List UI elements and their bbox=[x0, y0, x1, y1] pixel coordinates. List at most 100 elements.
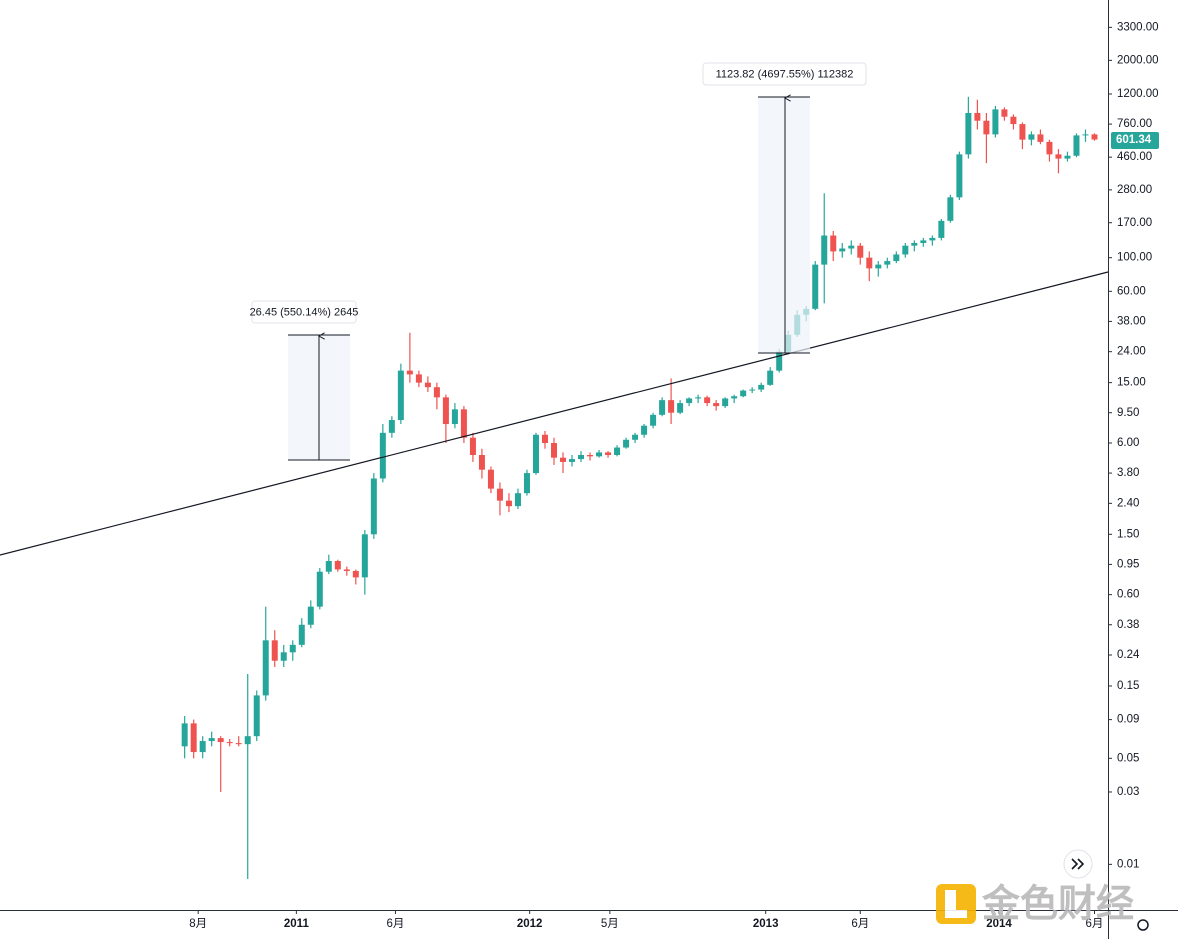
candle-body bbox=[668, 400, 675, 413]
candle-body bbox=[650, 414, 657, 426]
candle-body bbox=[424, 382, 431, 388]
y-tick-label: 15.00 bbox=[1117, 377, 1146, 389]
x-axis: 8月 2011 6月 2012 5月 2013 6月 2014 6月 bbox=[189, 910, 1103, 930]
candle-body bbox=[1046, 141, 1053, 155]
candle-body bbox=[1010, 116, 1017, 125]
candle-body bbox=[695, 397, 702, 399]
x-tick-label: 6月 bbox=[387, 918, 405, 930]
y-tick-label: 60.00 bbox=[1117, 285, 1146, 297]
candle-body bbox=[920, 240, 927, 243]
candle-body bbox=[758, 384, 765, 390]
candle-body bbox=[578, 455, 585, 460]
candle-body bbox=[767, 370, 774, 385]
candle-body bbox=[442, 397, 449, 425]
y-tick-label: 2000.00 bbox=[1117, 54, 1159, 66]
candle-body bbox=[866, 257, 873, 269]
y-tick-label: 1200.00 bbox=[1117, 88, 1159, 100]
y-tick-label: 0.09 bbox=[1117, 714, 1139, 726]
candle-body bbox=[830, 235, 837, 252]
y-tick-label: 3300.00 bbox=[1117, 21, 1159, 33]
y-tick-label: 0.01 bbox=[1117, 858, 1139, 870]
candle-body bbox=[875, 264, 882, 269]
last-price: 601.34 bbox=[1116, 134, 1152, 146]
candle-body bbox=[1028, 134, 1035, 140]
candle-body bbox=[641, 425, 648, 435]
y-tick-label: 3.80 bbox=[1117, 467, 1139, 479]
candle-body bbox=[812, 264, 819, 309]
y-tick-label: 6.00 bbox=[1117, 437, 1139, 449]
candle-body bbox=[406, 370, 413, 375]
candle-body bbox=[262, 640, 269, 696]
candle-body bbox=[893, 254, 900, 262]
candle-body bbox=[713, 403, 720, 407]
candle-body bbox=[1019, 124, 1026, 140]
candle-body bbox=[740, 390, 747, 397]
candle-body bbox=[938, 220, 945, 238]
candle-body bbox=[298, 624, 305, 645]
candle-body bbox=[433, 387, 440, 398]
watermark: 金色财经 bbox=[936, 882, 1134, 926]
candle-body bbox=[884, 261, 891, 265]
candle-body bbox=[965, 112, 972, 155]
watermark-logo-bar bbox=[956, 884, 967, 910]
candle-body bbox=[587, 455, 594, 457]
candle-body bbox=[496, 488, 503, 501]
x-tick-label: 6月 bbox=[851, 918, 869, 930]
x-tick-label: 2014 bbox=[986, 918, 1012, 930]
candle-body bbox=[253, 695, 260, 737]
candle-body bbox=[1055, 154, 1062, 159]
candle-body bbox=[523, 473, 530, 494]
candle-body bbox=[361, 534, 368, 578]
candle-body bbox=[821, 235, 828, 265]
measure-label: 26.45 (550.14%) 2645 bbox=[250, 306, 359, 318]
y-tick-label: 170.00 bbox=[1117, 217, 1152, 229]
y-tick-label: 1.50 bbox=[1117, 528, 1139, 540]
candle-body bbox=[902, 245, 909, 255]
candle-body bbox=[839, 248, 846, 252]
candle-body bbox=[722, 398, 729, 407]
candle-body bbox=[686, 398, 693, 404]
candle-body bbox=[451, 409, 458, 425]
measure-box bbox=[758, 97, 810, 353]
candle-body bbox=[460, 409, 467, 438]
measure-label: 1123.82 (4697.55%) 112382 bbox=[716, 68, 854, 80]
y-tick-label: 0.03 bbox=[1117, 786, 1139, 798]
candle-body bbox=[478, 455, 485, 470]
candle-body bbox=[181, 723, 188, 747]
candle-body bbox=[614, 447, 621, 455]
candle-body bbox=[659, 400, 666, 415]
x-tick-label: 8月 bbox=[189, 918, 207, 930]
candle-body bbox=[1082, 134, 1089, 136]
candle-body bbox=[541, 434, 548, 443]
y-tick-label: 0.95 bbox=[1117, 558, 1139, 570]
candle-body bbox=[316, 571, 323, 607]
candle-body bbox=[974, 112, 981, 121]
candle-body bbox=[325, 561, 332, 572]
candle-body bbox=[235, 743, 242, 745]
watermark-text: 金色财经 bbox=[981, 882, 1134, 926]
candle-body bbox=[271, 640, 278, 661]
last-price-tag bbox=[1111, 132, 1159, 149]
candle-body bbox=[469, 437, 476, 455]
y-tick-label: 0.05 bbox=[1117, 752, 1139, 764]
candle-body bbox=[415, 374, 422, 383]
measure-label-box bbox=[702, 62, 867, 86]
candle-body bbox=[190, 723, 197, 753]
y-tick-label: 2.40 bbox=[1117, 497, 1139, 509]
candle-body bbox=[352, 570, 359, 578]
candle-body bbox=[217, 738, 224, 743]
candle-body bbox=[244, 736, 251, 745]
candle-body bbox=[370, 478, 377, 535]
x-tick-label: 2013 bbox=[753, 918, 779, 930]
settings-icon[interactable] bbox=[1137, 919, 1149, 931]
y-axis: 3300.00 2000.00 1200.00 760.00 460.00 280.00 1… bbox=[1108, 21, 1159, 870]
candle-body bbox=[947, 197, 954, 221]
candle-body bbox=[704, 397, 711, 404]
candle-body bbox=[379, 432, 386, 479]
candle-body bbox=[929, 237, 936, 241]
candle-body bbox=[551, 442, 557, 458]
candle-body bbox=[514, 493, 521, 507]
candle-body bbox=[280, 652, 287, 661]
